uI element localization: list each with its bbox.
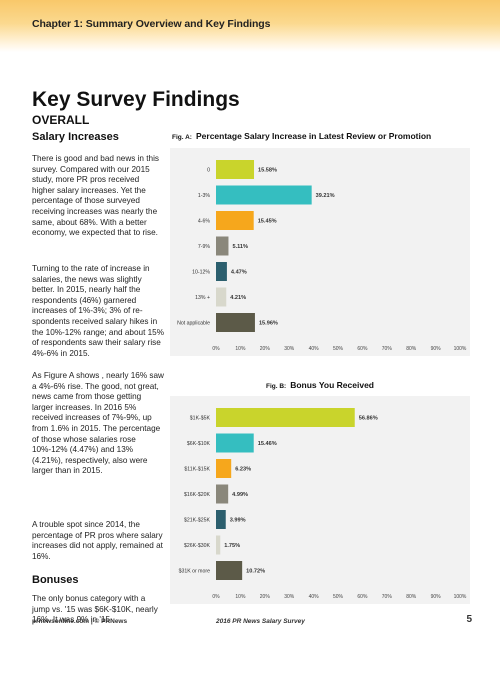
page-title: Key Survey Findings <box>32 88 240 111</box>
chapter-title: Chapter 1: Summary Overview and Key Find… <box>32 18 271 30</box>
fig-a-category-label: Not applicable <box>177 321 210 327</box>
fig-b-bar <box>216 408 355 427</box>
fig-a-title: Fig. A: Percentage Salary Increase in Lat… <box>172 131 431 141</box>
fig-b-category-label: $1K-$5K <box>190 416 211 422</box>
bonuses-paragraph: The only bonus category with a jump vs. … <box>32 594 158 625</box>
fig-b-tick-label: 60% <box>357 594 368 600</box>
fig-a-tick-label: 90% <box>431 346 442 352</box>
fig-a-value-label: 4.47% <box>231 270 247 276</box>
fig-b-tag: Fig. B: <box>266 383 287 390</box>
salary-paragraph-4: A trouble spot since 2014, the percentag… <box>32 520 163 561</box>
fig-b-title: Fig. B: Bonus You Received <box>266 380 374 390</box>
fig-a-tick-label: 0% <box>212 346 220 352</box>
fig-a-category-label: 1-3% <box>198 193 210 199</box>
fig-a-category-label: 10-12% <box>192 270 210 276</box>
fig-a-tag: Fig. A: <box>172 134 192 141</box>
fig-b-tick-label: 70% <box>382 594 393 600</box>
fig-b-tick-label: 80% <box>406 594 417 600</box>
fig-b-value-label: 3.99% <box>230 518 246 524</box>
fig-b-category-label: $31K or more <box>179 569 211 575</box>
fig-a-category-label: 4-6% <box>198 219 210 225</box>
fig-b-tick-label: 30% <box>284 594 295 600</box>
fig-b-tick-label: 100% <box>454 594 467 600</box>
fig-b-category-label: $6K-$10K <box>187 441 211 447</box>
fig-a-value-label: 15.58% <box>258 168 277 174</box>
fig-a-tick-label: 80% <box>406 346 417 352</box>
fig-b-tick-label: 0% <box>212 594 220 600</box>
header-band: Chapter 1: Summary Overview and Key Find… <box>0 0 500 52</box>
fig-b-tick-label: 90% <box>431 594 442 600</box>
fig-a-value-label: 15.96% <box>259 321 278 327</box>
fig-a-bar <box>216 313 255 332</box>
bonuses-heading: Bonuses <box>32 574 79 586</box>
fig-b-value-label: 1.75% <box>224 543 240 549</box>
fig-b-bar <box>216 535 221 555</box>
fig-b-svg: $1K-$5K 56.86% $6K-$10K 15.46% $11K-$15K 6.23… <box>179 408 467 600</box>
fig-a-value-label: 15.45% <box>258 219 277 225</box>
page-number: 5 <box>466 614 472 625</box>
fig-b-bar <box>216 561 243 580</box>
fig-a-tick-label: 30% <box>284 346 295 352</box>
salary-paragraph-2: Turning to the rate of increase in salar… <box>32 264 165 358</box>
fig-a-tick-label: 50% <box>333 346 344 352</box>
fig-b-title-text: Bonus You Received <box>290 380 374 390</box>
fig-b-tick-label: 50% <box>333 594 344 600</box>
fig-b-bar <box>216 484 229 504</box>
fig-a-value-label: 39.21% <box>316 193 335 199</box>
fig-a-bar <box>216 160 255 179</box>
salary-paragraph-3: As Figure A shows , nearly 16% saw a 4%-… <box>32 371 164 476</box>
fig-b-tick-label: 40% <box>309 594 320 600</box>
fig-a-category-label: 13% + <box>195 295 210 301</box>
fig-a-bar <box>216 185 312 205</box>
fig-a-tick-label: 60% <box>357 346 368 352</box>
fig-a-value-label: 5.11% <box>232 244 248 250</box>
fig-b-value-label: 6.23% <box>235 467 251 473</box>
fig-b-value-label: 10.72% <box>246 569 265 575</box>
fig-a-tick-label: 10% <box>235 346 246 352</box>
fig-a-tick-label: 100% <box>454 346 467 352</box>
fig-b-category-label: $16K-$20K <box>184 492 210 498</box>
fig-b-value-label: 56.86% <box>359 416 378 422</box>
salary-paragraph-1: There is good and bad news in this surve… <box>32 154 159 238</box>
fig-a-category-label: 0 <box>207 168 210 174</box>
fig-a-tick-label: 40% <box>309 346 320 352</box>
fig-a-chart: 0 15.58% 1-3% 39.21% 4-6% 15.45% 7-9% 5.11% 10-1… <box>170 148 470 356</box>
fig-b-value-label: 15.46% <box>258 441 277 447</box>
fig-a-value-label: 4.21% <box>230 295 246 301</box>
fig-b-tick-label: 20% <box>260 594 271 600</box>
fig-b-value-label: 4.99% <box>232 492 248 498</box>
fig-b-category-label: $21K-$25K <box>184 518 210 524</box>
fig-a-category-label: 7-9% <box>198 244 210 250</box>
footer: prnewsonline.com | © PRNews 2016 PR News… <box>32 614 472 628</box>
fig-b-category-label: $26K-$30K <box>184 543 210 549</box>
fig-b-bar <box>216 459 232 478</box>
footer-survey: 2016 PR News Salary Survey <box>216 618 305 625</box>
fig-b-tick-label: 10% <box>235 594 246 600</box>
footer-site: prnewsonline.com | © PRNews <box>32 618 128 625</box>
fig-a-tick-label: 70% <box>382 346 393 352</box>
fig-a-title-text: Percentage Salary Increase in Latest Rev… <box>195 131 432 141</box>
section-title: OVERALL <box>32 113 90 127</box>
fig-a-bar <box>216 287 227 307</box>
fig-b-chart: $1K-$5K 56.86% $6K-$10K 15.46% $11K-$15K 6.23… <box>170 396 470 604</box>
fig-a-bar <box>216 211 254 230</box>
fig-a-bar <box>216 262 227 281</box>
salary-heading: Salary Increases <box>32 131 119 143</box>
fig-b-category-label: $11K-$15K <box>184 467 210 473</box>
fig-b-bar <box>216 510 226 529</box>
fig-b-bar <box>216 433 254 453</box>
fig-a-svg: 0 15.58% 1-3% 39.21% 4-6% 15.45% 7-9% 5.11% 10-1… <box>177 160 467 352</box>
fig-a-tick-label: 20% <box>260 346 271 352</box>
fig-a-bar <box>216 236 229 256</box>
